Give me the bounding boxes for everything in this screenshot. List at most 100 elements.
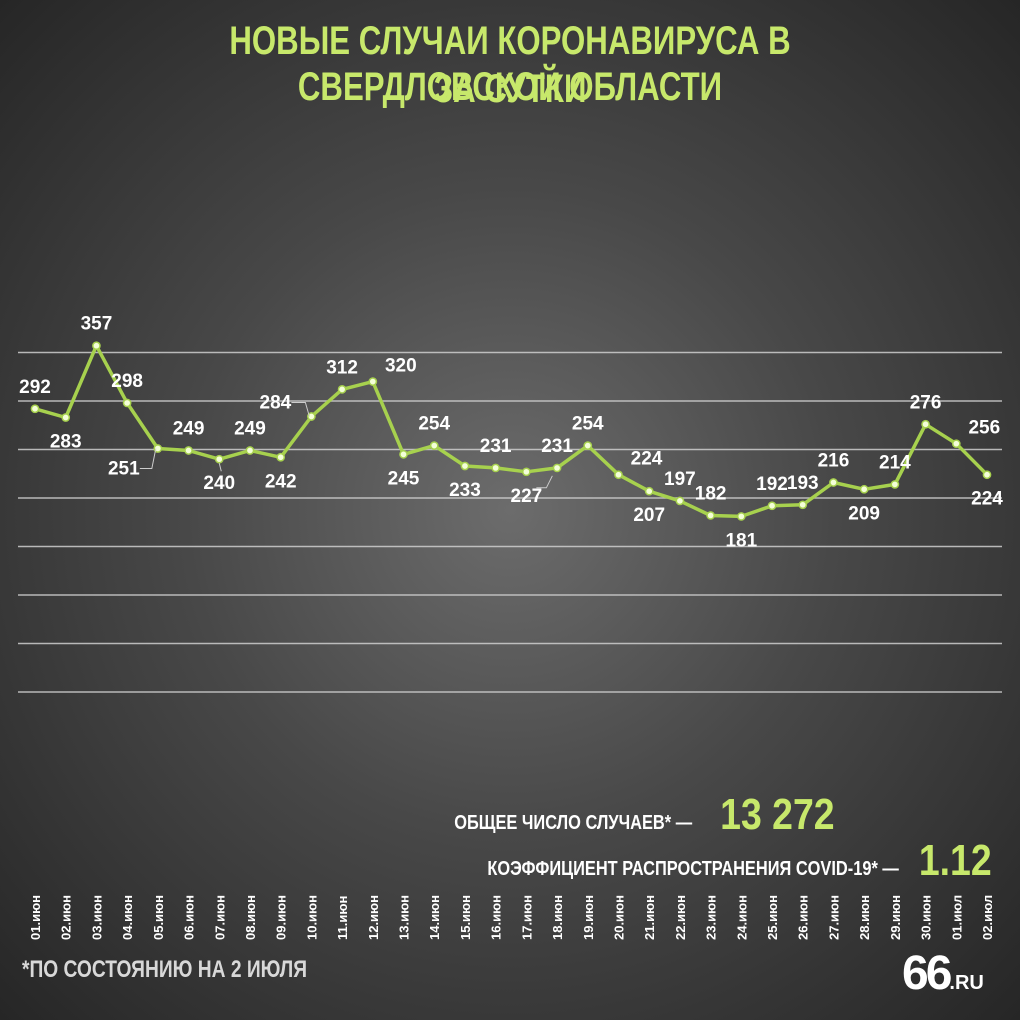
label-leader-line [291,402,310,417]
total-cases-label: ОБЩЕЕ ЧИСЛО СЛУЧАЕВ* — [454,812,693,834]
data-point [399,450,408,459]
x-tick-label: 03.июн [89,895,104,940]
data-point [214,454,224,464]
data-label: 224 [631,449,663,470]
label-leader-line [536,475,553,489]
x-tick-label: 07.июн [212,895,227,940]
x-tick-label: 16.июн [489,895,504,940]
x-tick-label: 11.июн [335,896,350,940]
data-label: 249 [234,418,266,439]
data-label: 283 [50,431,82,452]
x-tick-label: 23.июн [704,895,719,940]
x-tick-label: 19.июн [581,895,596,940]
data-point [61,413,71,422]
data-label: 240 [203,473,235,494]
total-cases-row: ОБЩЕЕ ЧИСЛО СЛУЧАЕВ* — 13 272 [402,790,835,840]
x-tick-label: 20.июн [611,895,626,940]
data-labels: 292 283 357 298 251 249 240 249 242 284 312 320 245 2… [19,314,1003,552]
data-label: 254 [418,414,450,435]
spread-coefficient-label: КОЭФФИЦИЕНТ РАСПРОСТРАНЕНИЯ COVID-19* — [486,858,899,880]
data-point [982,470,992,480]
x-tick-label: 17.июн [519,895,534,940]
data-label: 249 [173,418,205,439]
data-label: 214 [879,452,911,473]
x-tick-label: 25.июн [765,895,780,940]
x-tick-label: 21.июн [642,895,657,940]
data-point [829,478,838,487]
data-label: 233 [449,480,481,501]
data-label: 312 [326,357,358,378]
x-tick-label: 22.июн [673,895,688,940]
series-line [34,343,989,519]
data-point [736,512,746,521]
data-label: 224 [971,489,1003,510]
x-tick-label: 01.июн [28,895,43,940]
data-label: 231 [480,436,512,457]
data-point [706,511,715,520]
data-label: 193 [787,473,819,494]
data-point [798,500,808,510]
data-point [429,441,439,450]
data-point [307,412,316,421]
x-tick-labels: 01.июн 02.июн 03.июн 04.июн 05.июн 06.июн 07.и… [28,895,995,940]
data-label: 292 [19,377,51,398]
data-point [153,444,163,453]
data-label: 320 [385,356,417,377]
label-leader-line [218,463,222,472]
data-label: 216 [818,450,850,471]
chart-title-line1: НОВЫЕ СЛУЧАИ КОРОНАВИРУСА В СВЕРДЛОВСКОЙ… [229,19,791,109]
chart-title-line2: ЗА СУТКИ [433,67,587,111]
data-point [92,341,101,351]
data-point [368,377,378,386]
spread-coefficient-row: КОЭФФИЦИЕНТ РАСПРОСТРАНЕНИЯ COVID-19* — … [397,836,992,886]
footnote: *ПО СОСТОЯНИЮ НА 2 ИЮЛЯ [22,956,307,983]
x-tick-label: 08.июн [243,895,258,940]
spread-coefficient-value: 1.12 [919,836,992,885]
data-point [184,446,193,455]
x-tick-label: 28.июн [857,895,872,940]
data-label: 357 [81,314,113,335]
data-label: 209 [848,503,880,524]
series-line-path [34,343,989,519]
data-label: 256 [968,418,1000,439]
data-points [30,341,992,521]
data-label: 181 [725,530,757,551]
label-leader-line [139,448,157,470]
data-point [522,467,531,477]
data-label: 197 [664,469,696,490]
x-tick-label: 15.июн [458,895,473,940]
data-point [460,461,470,471]
data-label: 254 [572,414,604,435]
data-label: 182 [695,483,727,504]
data-point [675,496,685,506]
data-point [552,463,562,473]
data-point [951,439,961,449]
x-tick-label: 02.июн [59,895,74,940]
x-tick-label: 26.июн [796,895,811,940]
x-tick-label: 12.июн [366,895,381,940]
x-tick-label: 27.июн [826,895,841,940]
data-point [337,385,347,394]
data-label: 276 [910,392,942,413]
data-point [614,470,623,480]
logo-number: 66 [902,947,952,1000]
data-point [921,419,930,429]
data-label: 207 [633,505,665,526]
x-tick-label: 29.июн [888,895,903,940]
data-label: 284 [260,393,292,414]
data-label: 192 [756,474,788,495]
data-label: 245 [388,468,420,489]
x-tick-label: 14.июн [427,895,442,940]
x-tick-label: 06.июн [182,895,197,940]
data-point [245,446,255,455]
data-point [276,452,286,462]
data-label: 298 [111,371,143,392]
total-cases-value: 13 272 [720,790,835,839]
x-tick-label: 30.июн [919,895,934,940]
data-label: 251 [108,459,140,480]
logo-suffix: .RU [949,972,984,994]
data-point [30,404,40,414]
data-point [122,398,132,408]
data-point [583,441,593,450]
